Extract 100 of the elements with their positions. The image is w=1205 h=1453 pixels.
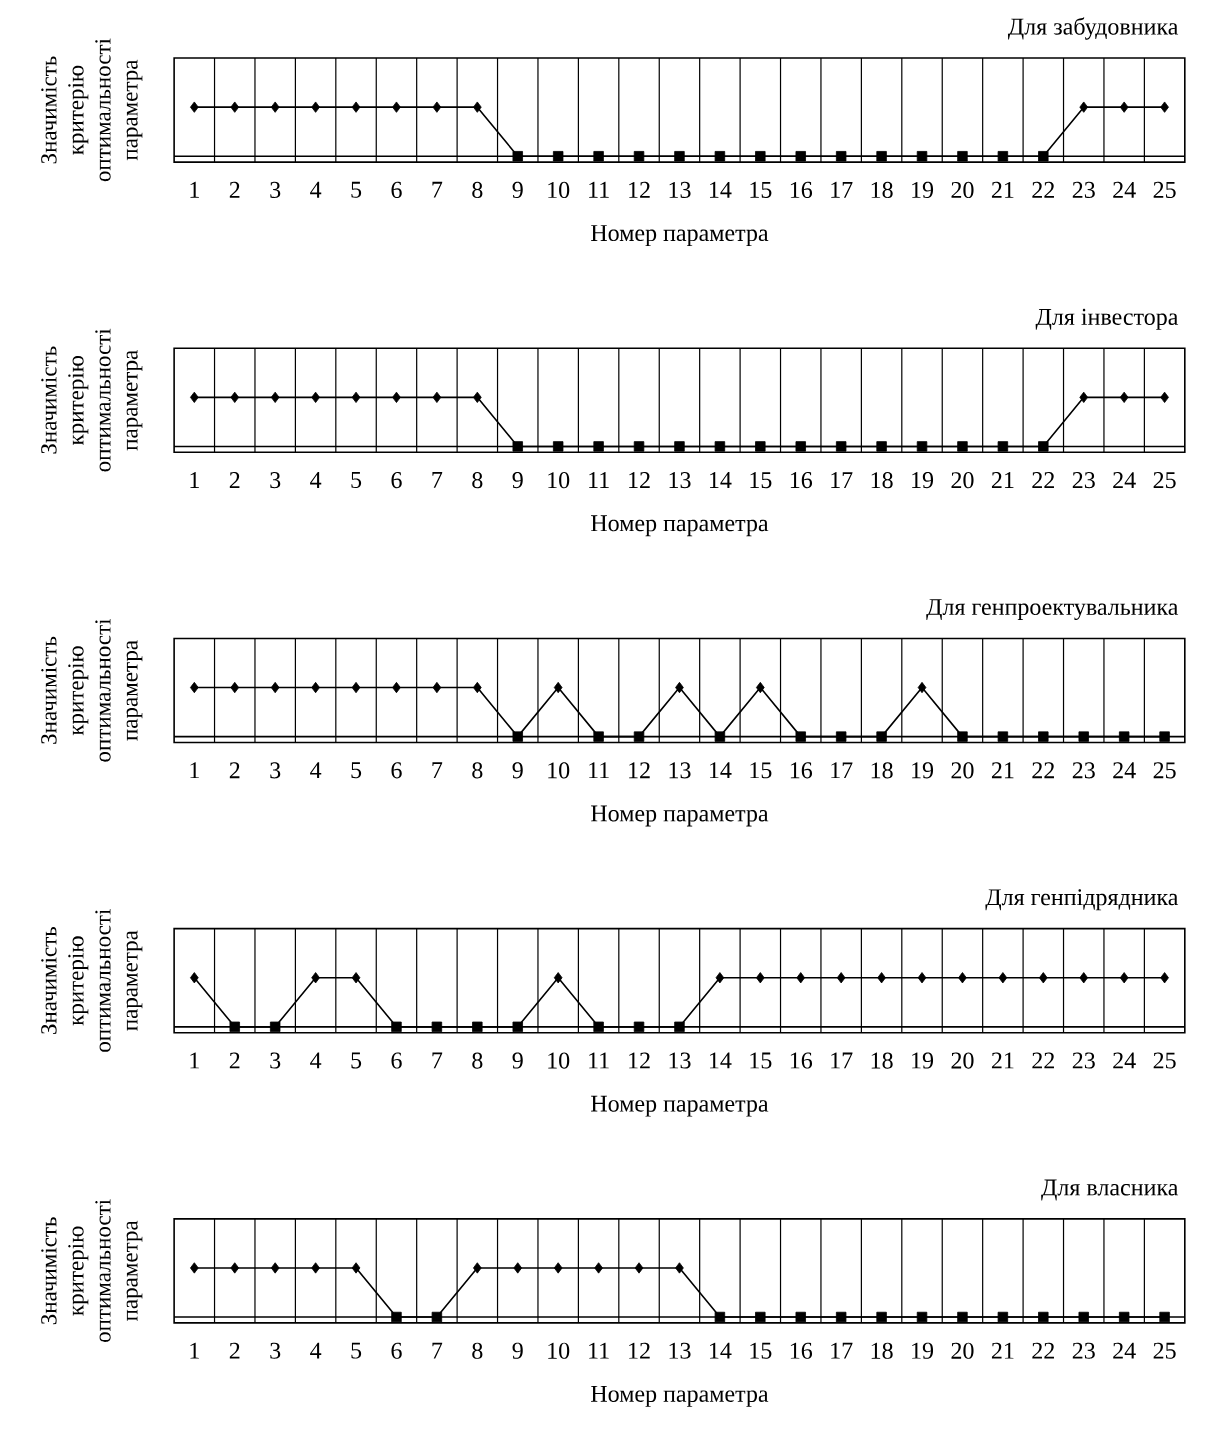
x-tick-label: 21 bbox=[992, 762, 1014, 779]
x-tick-label: 1 bbox=[190, 1052, 199, 1069]
x-tick-label: 5 bbox=[351, 762, 362, 779]
x-tick-label: 12 bbox=[629, 762, 650, 779]
x-tick-label: 15 bbox=[750, 1052, 772, 1069]
x-tick-label: 25 bbox=[1153, 472, 1176, 489]
x-tick-label: 3 bbox=[270, 472, 281, 489]
x-tick-label: 3 bbox=[270, 181, 281, 198]
x-tick-label: 23 bbox=[1072, 472, 1095, 489]
y-axis-title: Значимість критерію оптимальності параметра bbox=[41, 328, 143, 472]
x-tick-label: 23 bbox=[1072, 1052, 1095, 1069]
x-tick-label: 2 bbox=[229, 181, 240, 198]
x-tick-label: 19 bbox=[912, 762, 934, 779]
x-tick-label: 9 bbox=[512, 181, 523, 198]
x-tick-label: 23 bbox=[1072, 1342, 1095, 1359]
x-tick-label: 14 bbox=[710, 181, 732, 198]
x-tick-label: 8 bbox=[472, 472, 483, 489]
x-tick-label: 2 bbox=[229, 472, 240, 488]
x-tick-label: 20 bbox=[951, 762, 974, 779]
x-tick-label: 12 bbox=[629, 472, 650, 488]
x-tick-label: 24 bbox=[1113, 472, 1136, 488]
x-tick-label: 8 bbox=[472, 1052, 483, 1069]
x-tick-label: 4 bbox=[310, 1052, 322, 1069]
x-tick-label: 14 bbox=[710, 472, 732, 488]
x-tick-label: 20 bbox=[951, 181, 974, 199]
x-tick-label: 5 bbox=[351, 472, 362, 489]
x-tick-label: 8 bbox=[472, 762, 483, 779]
x-tick-label: 17 bbox=[831, 181, 853, 198]
x-tick-label: 10 bbox=[548, 181, 570, 199]
chart-title: Для генпідрядника bbox=[985, 889, 1179, 911]
x-tick-label: 3 bbox=[270, 1052, 281, 1069]
chart-title: Для інвестора bbox=[1035, 308, 1179, 330]
x-tick-label: 25 bbox=[1153, 762, 1176, 779]
x-tick-label: 2 bbox=[229, 1052, 240, 1069]
x-tick-label: 15 bbox=[750, 181, 772, 198]
x-tick-label: 17 bbox=[831, 1052, 853, 1069]
x-tick-label: 4 bbox=[310, 762, 322, 779]
x-tick-label: 15 bbox=[750, 1342, 772, 1359]
x-tick-label: 18 bbox=[871, 472, 893, 489]
chart-title: Для власника bbox=[1041, 1179, 1179, 1201]
x-tick-label: 7 bbox=[432, 1052, 443, 1069]
x-tick-label: 19 bbox=[912, 181, 934, 198]
x-axis-title: Номер параметра bbox=[591, 225, 769, 246]
x-tick-label: 17 bbox=[831, 1342, 853, 1359]
x-tick-label: 22 bbox=[1032, 762, 1055, 779]
x-tick-label: 9 bbox=[512, 762, 523, 779]
x-tick-label: 19 bbox=[912, 1342, 934, 1359]
x-tick-label: 1 bbox=[190, 472, 199, 488]
x-tick-label: 8 bbox=[472, 181, 483, 199]
x-axis-title: Номер параметра bbox=[591, 1095, 769, 1117]
x-tick-label: 9 bbox=[512, 1052, 523, 1069]
x-tick-label: 21 bbox=[992, 1342, 1014, 1359]
x-tick-label: 13 bbox=[669, 1342, 691, 1359]
x-tick-label: 1 bbox=[190, 762, 199, 779]
x-tick-label: 15 bbox=[750, 762, 772, 779]
x-tick-label: 24 bbox=[1113, 1342, 1136, 1359]
x-tick-label: 18 bbox=[871, 762, 893, 779]
chart-title: Для забудовника bbox=[1008, 17, 1179, 40]
x-tick-label: 12 bbox=[629, 181, 650, 198]
x-tick-label: 6 bbox=[391, 181, 402, 198]
x-tick-label: 16 bbox=[790, 1052, 813, 1069]
x-tick-label: 12 bbox=[629, 1342, 650, 1359]
x-tick-label: 13 bbox=[669, 762, 691, 779]
x-tick-label: 18 bbox=[871, 181, 893, 199]
x-tick-label: 16 bbox=[790, 181, 813, 198]
x-tick-label: 2 bbox=[229, 1342, 240, 1359]
x-tick-label: 14 bbox=[710, 1052, 732, 1069]
x-tick-label: 17 bbox=[831, 472, 853, 488]
x-tick-label: 22 bbox=[1032, 1052, 1055, 1069]
x-tick-label: 12 bbox=[629, 1052, 650, 1069]
y-axis-title: Значимість критерію оптимальності параметра bbox=[41, 38, 143, 182]
x-tick-label: 21 bbox=[992, 1052, 1014, 1069]
x-tick-label: 3 bbox=[270, 762, 281, 779]
x-tick-label: 6 bbox=[391, 1052, 402, 1069]
x-tick-label: 15 bbox=[750, 472, 772, 489]
x-tick-label: 24 bbox=[1113, 1052, 1136, 1069]
x-tick-label: 10 bbox=[548, 472, 570, 489]
x-tick-label: 10 bbox=[548, 762, 570, 779]
x-tick-label: 22 bbox=[1032, 181, 1055, 198]
x-tick-label: 7 bbox=[432, 181, 443, 198]
x-tick-label: 11 bbox=[589, 1052, 609, 1069]
x-axis-title: Номер параметра bbox=[591, 805, 769, 827]
x-tick-label: 6 bbox=[391, 762, 402, 779]
x-tick-label: 14 bbox=[710, 1342, 732, 1359]
x-tick-label: 22 bbox=[1032, 1342, 1055, 1359]
x-tick-label: 18 bbox=[871, 1052, 893, 1069]
x-tick-label: 16 bbox=[790, 762, 813, 779]
x-tick-label: 9 bbox=[512, 472, 523, 489]
x-tick-label: 10 bbox=[548, 1342, 570, 1359]
x-tick-label: 20 bbox=[951, 1052, 974, 1069]
x-tick-label: 16 bbox=[790, 472, 813, 489]
x-tick-label: 24 bbox=[1113, 762, 1136, 779]
x-tick-label: 11 bbox=[589, 1342, 609, 1359]
x-tick-label: 14 bbox=[710, 762, 732, 779]
x-tick-label: 23 bbox=[1072, 762, 1095, 779]
x-tick-label: 11 bbox=[589, 472, 609, 488]
x-tick-label: 6 bbox=[391, 472, 402, 489]
y-axis-title: Значимість критерію оптимальності параметра bbox=[41, 618, 143, 762]
x-tick-label: 13 bbox=[669, 472, 691, 489]
x-tick-label: 6 bbox=[391, 1342, 402, 1359]
